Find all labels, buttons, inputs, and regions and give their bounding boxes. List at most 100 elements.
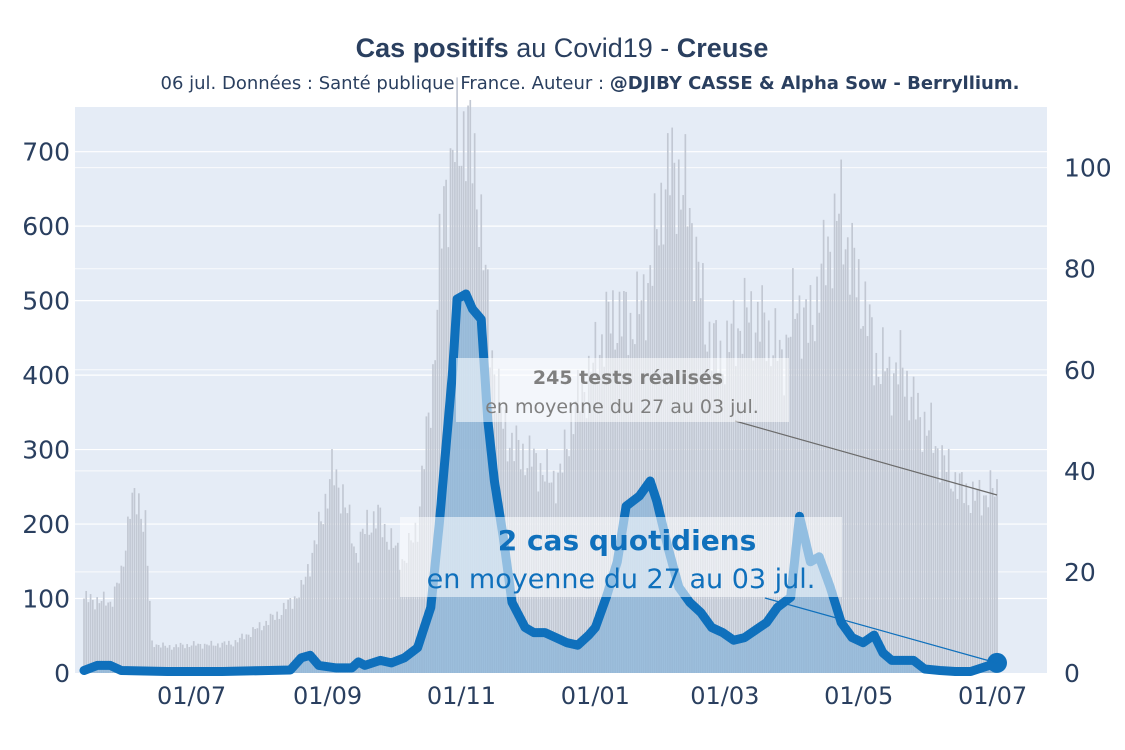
right-axis-tick-label: 60 [1064, 356, 1096, 385]
tests-bar [978, 479, 981, 673]
tests-bar [175, 644, 178, 673]
tests-bar [884, 371, 886, 673]
tests-bar [326, 508, 329, 673]
chart-subtitle-authors: @DJIBY CASSE & Alpha Sow - Berryllium. [610, 73, 1020, 94]
tests-bar [761, 285, 763, 673]
left-axis-tick-label: 500 [22, 287, 70, 316]
tests-bar [366, 509, 368, 673]
tests-bar [274, 619, 276, 673]
tests-annotation-arrow [734, 420, 998, 496]
tests-bar [754, 332, 757, 673]
cases-line [79, 289, 1002, 676]
right-axis-tick-label: 40 [1064, 457, 1096, 486]
tests-bar [300, 580, 303, 673]
tests-bar [157, 644, 160, 673]
tests-bar [886, 368, 889, 673]
tests-bar [201, 648, 204, 673]
tests-bar [346, 513, 349, 673]
tests-bar [954, 472, 957, 673]
tests-bar [320, 521, 322, 673]
tests-bar [818, 312, 821, 673]
right-axis-tick-label: 80 [1064, 255, 1096, 284]
tests-bar [851, 222, 853, 673]
tests-bar [594, 321, 597, 673]
tests-bar [914, 419, 917, 673]
tests-bar [298, 597, 300, 673]
chart-title: Cas positifs au Covid19 - Creuse [356, 33, 769, 63]
tests-bar [236, 642, 239, 673]
tests-bar [950, 488, 952, 673]
tests-bar [767, 320, 770, 673]
tests-bar [893, 373, 895, 673]
tests-bar [642, 274, 645, 673]
tests-bar [83, 598, 85, 673]
tests-bar [318, 511, 320, 673]
tests-bar [653, 193, 656, 674]
tests-bar [159, 647, 162, 673]
tests-bar [945, 472, 948, 673]
tests-bar [313, 540, 316, 673]
tests-bar [241, 633, 243, 673]
tests-bar [225, 644, 228, 673]
tests-bar [377, 504, 379, 673]
tests-bar [996, 479, 998, 673]
tests-bar [917, 392, 919, 673]
tests-bar [214, 645, 217, 673]
tests-bar [208, 645, 210, 673]
tests-bar [243, 639, 246, 673]
tests-bar [877, 376, 880, 673]
tests-bar [188, 646, 191, 673]
tests-bar [943, 455, 946, 673]
tests-bar [401, 559, 404, 673]
tests-bar [814, 341, 816, 673]
tests-bar [750, 291, 753, 673]
tests-bar [113, 586, 116, 673]
tests-bar [730, 323, 733, 673]
tests-bar [357, 562, 360, 673]
tests-bar [234, 640, 237, 673]
tests-bar [787, 337, 790, 673]
tests-bar [245, 634, 248, 673]
tests-bar [824, 285, 827, 673]
tests-bar [170, 649, 173, 673]
tests-bar [368, 534, 371, 673]
x-axis-tick-label: 01/09 [293, 682, 362, 710]
right-axis-tick-label: 100 [1064, 154, 1112, 183]
tests-bar [111, 606, 114, 673]
tests-bar [436, 309, 439, 673]
tests-bar [410, 540, 412, 673]
tests-bar [278, 618, 281, 673]
tests-bar [868, 304, 871, 673]
tests-bar [98, 603, 101, 673]
tests-annotation: 245 tests réalisés en moyenne du 27 au 0… [456, 358, 998, 496]
tests-bar [774, 308, 777, 673]
tests-bar [311, 552, 314, 673]
tests-bar [370, 532, 373, 673]
tests-bar [598, 354, 601, 673]
tests-bar [658, 245, 660, 673]
right-axis-tick-label: 0 [1064, 659, 1080, 688]
tests-bar [842, 264, 845, 673]
tests-bar [713, 323, 715, 673]
tests-bar [138, 493, 140, 673]
tests-bar [688, 207, 691, 674]
cases-annotation-arrow [764, 597, 998, 664]
tests-bar [149, 600, 151, 673]
tests-bar [328, 479, 331, 673]
tests-bar [835, 220, 838, 673]
tests-bar [153, 647, 156, 673]
tests-bar [728, 352, 731, 673]
tests-bar [947, 448, 950, 673]
tests-bar [601, 334, 603, 673]
tests-bar [403, 560, 406, 673]
tests-bar [669, 195, 671, 673]
cases-annotation: 2 cas quotidiens en moyenne du 27 au 03 … [400, 517, 998, 664]
tests-bar [607, 301, 610, 673]
tests-bar [333, 485, 336, 673]
tests-bar [807, 342, 810, 673]
axes: 0 100 200 300 400 500 600 700 0 20 40 60 80 100 01/07 0… [22, 138, 1111, 710]
tests-bar [715, 320, 717, 673]
tests-bar [254, 629, 257, 673]
tests-bar [91, 599, 94, 673]
tests-bar [662, 244, 665, 674]
